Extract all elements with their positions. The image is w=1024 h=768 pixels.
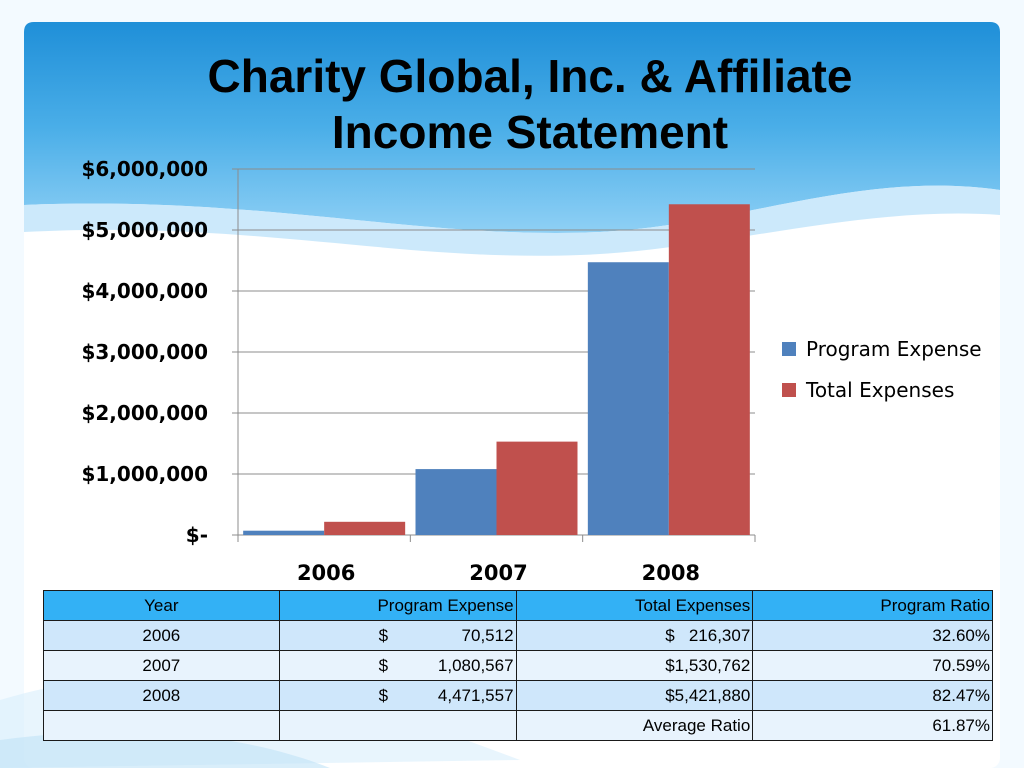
legend-label: Program Expense [806,337,982,361]
cell-program-expense: $1,080,567 [278,650,517,681]
y-tick-label: $3,000,000 [81,340,208,364]
y-tick-label: $- [186,523,208,547]
x-category-label: 2008 [642,561,700,585]
legend-swatch [782,383,796,397]
cell-total-expenses: $1,530,762 [515,650,754,681]
x-category-label: 2007 [469,561,527,585]
average-ratio-value: 61.87% [752,710,993,741]
header-total-expenses: Total Expenses [515,590,754,621]
amount: 1,080,567 [437,655,514,675]
y-tick-label: $4,000,000 [81,279,208,303]
y-tick-label: $2,000,000 [81,401,208,425]
average-ratio-label: Average Ratio [515,710,754,741]
cell-program-expense: $4,471,557 [278,680,517,711]
cell-total-expenses: $ 216,307 [515,620,754,651]
header-program-ratio: Program Ratio [752,590,993,621]
legend-swatch [782,342,796,356]
header-program-expense: Program Expense [278,590,517,621]
income-table: Year Program Expense Total Expenses Prog… [43,590,993,741]
amount: 4,471,557 [437,685,514,705]
title-line-2: Income Statement [331,106,729,158]
currency-symbol: $ [378,655,389,675]
cell-year: 2008 [43,680,280,711]
x-category-label: 2006 [297,561,355,585]
cell-total-expenses: $5,421,880 [515,680,754,711]
cell-program-ratio: 70.59% [752,650,993,681]
table-row: 2006 $70,512 $ 216,307 32.60% [43,620,993,651]
bar-program-expense [243,530,325,535]
currency-symbol: $ [378,685,389,705]
cell-year: 2007 [43,650,280,681]
cell-empty [278,710,517,741]
bar-total-expenses [668,204,750,535]
cell-program-ratio: 32.60% [752,620,993,651]
bar-program-expense [587,262,669,535]
cell-program-ratio: 82.47% [752,680,993,711]
y-tick-label: $6,000,000 [81,157,208,181]
bar-total-expenses [324,521,406,535]
table-row: 2008 $4,471,557 $5,421,880 82.47% [43,680,993,711]
cell-empty [43,710,280,741]
header-year: Year [43,590,280,621]
cell-year: 2006 [43,620,280,651]
y-tick-label: $1,000,000 [81,462,208,486]
cell-program-expense: $70,512 [278,620,517,651]
legend-label: Total Expenses [805,378,954,402]
table-header-row: Year Program Expense Total Expenses Prog… [43,590,993,621]
table-row-average: Average Ratio 61.87% [43,710,993,741]
y-tick-label: $5,000,000 [81,218,208,242]
amount: 70,512 [461,625,514,645]
slide-title: Charity Global, Inc. & Affiliate Income … [60,48,1000,160]
title-line-1: Charity Global, Inc. & Affiliate [207,50,853,102]
table-row: 2007 $1,080,567 $1,530,762 70.59% [43,650,993,681]
currency-symbol: $ [378,625,389,645]
bar-program-expense [415,469,497,535]
bar-total-expenses [496,441,578,535]
